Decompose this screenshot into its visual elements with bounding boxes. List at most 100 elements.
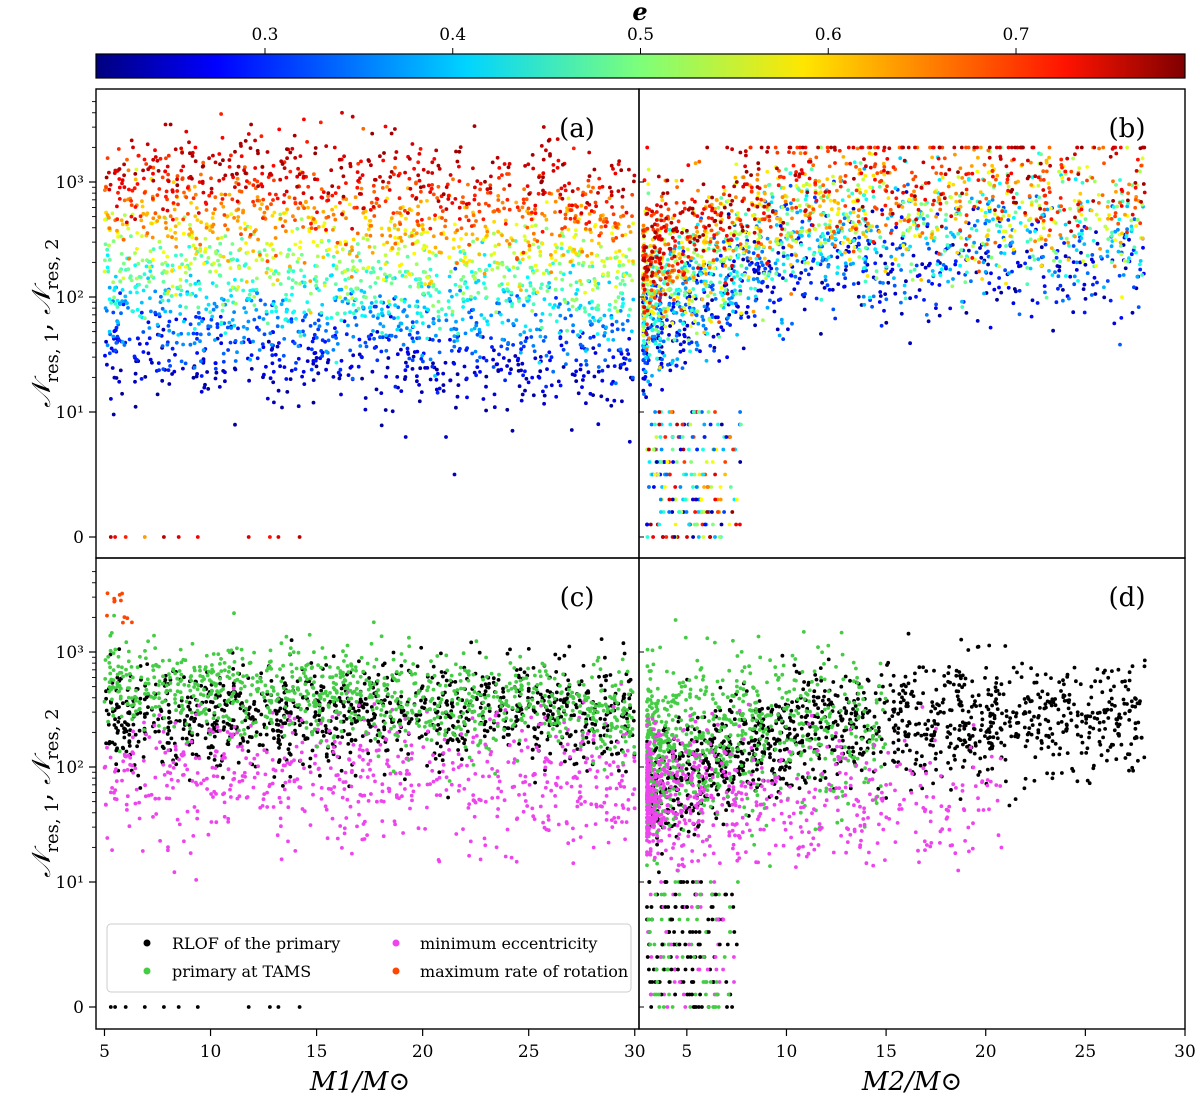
scatter-point-b [646, 191, 651, 196]
scatter-point-b [883, 261, 888, 266]
scatter-point-a [233, 359, 238, 363]
scatter-point-b [958, 199, 962, 204]
scatter-point-a [450, 294, 454, 299]
scatter-point-a [372, 336, 376, 341]
scatter-point-a [487, 203, 491, 208]
scatter-point-b [654, 210, 659, 214]
scatter-point-a [325, 316, 329, 321]
scatter-point-a [322, 283, 327, 288]
scatter-point-b [815, 238, 820, 243]
scatter-point-b [986, 237, 990, 242]
scatter-point-b [841, 240, 845, 245]
scatter-point-a [509, 367, 513, 372]
scatter-point-a [474, 323, 479, 328]
scatter-point-a [197, 180, 202, 185]
scatter-point-a [112, 288, 117, 293]
scatter-point-a [133, 371, 138, 376]
scatter-point-b [842, 235, 847, 240]
scatter-point-a [527, 243, 532, 248]
scatter-point-b [986, 249, 990, 254]
scatter-point-b [769, 200, 774, 205]
scatter-point-b [645, 226, 650, 231]
scatter-point-a [530, 309, 534, 313]
scatter-point-b [671, 301, 676, 306]
scatter-point-a [420, 217, 424, 222]
scatter-point-a [372, 214, 377, 218]
scatter-point-b [800, 171, 805, 176]
scatter-point-a [275, 324, 280, 329]
scatter-point-a [228, 251, 233, 256]
scatter-point-a [567, 181, 571, 186]
scatter-point-a [607, 348, 612, 352]
scatter-point-b [932, 190, 937, 195]
scatter-point-a [288, 150, 293, 155]
scatter-point-b [960, 305, 965, 309]
scatter-point-b [931, 238, 936, 243]
scatter-point-b [660, 198, 665, 203]
scatter-point-b [807, 228, 812, 233]
scatter-point-a [615, 276, 619, 280]
scatter-point-b [701, 287, 706, 292]
scatter-point-b [907, 197, 912, 202]
scatter-point-a [249, 353, 254, 357]
scatter-point-a [109, 397, 113, 401]
scatter-point-b [955, 250, 960, 255]
scatter-point-b [855, 146, 860, 151]
scatter-point-a [350, 245, 354, 250]
scatter-point-b [1060, 175, 1065, 180]
scatter-point-a [516, 356, 521, 361]
scatter-point-a [590, 288, 595, 292]
scatter-point-b [1066, 240, 1070, 245]
scatter-point-a [551, 305, 556, 310]
scatter-point-a [408, 284, 412, 289]
scatter-point-b [1085, 178, 1089, 183]
scatter-point-b [871, 189, 876, 194]
scatter-point-a [355, 231, 360, 236]
scatter-point-a [225, 214, 230, 219]
scatter-point-a [431, 320, 436, 325]
scatter-point-a [473, 271, 478, 275]
scatter-point-a [571, 146, 576, 151]
scatter-point-b [1041, 226, 1046, 231]
scatter-point-a [347, 252, 352, 256]
scatter-point-a [175, 285, 180, 290]
scatter-point-b [719, 286, 724, 290]
scatter-point-a [576, 391, 581, 396]
scatter-point-b [659, 322, 664, 327]
scatter-point-b [884, 223, 888, 228]
scatter-point-b [647, 353, 652, 357]
scatter-point-a [343, 311, 347, 316]
scatter-point-b [1017, 312, 1022, 317]
scatter-point-a [437, 318, 441, 323]
scatter-point-a [129, 278, 134, 283]
scatter-point-a [531, 291, 536, 295]
scatter-point-a [213, 249, 218, 254]
scatter-point-b [1001, 214, 1006, 219]
scatter-point-b [773, 211, 778, 216]
scatter-point-b [1101, 145, 1106, 150]
scatter-point-a [233, 301, 238, 306]
scatter-point-b [1092, 179, 1097, 184]
scatter-point-a [195, 372, 200, 376]
scatter-point-b [985, 233, 990, 238]
scatter-point-a [309, 291, 313, 296]
scatter-point-a [478, 370, 482, 374]
scatter-point-a [193, 159, 198, 164]
scatter-point-a [271, 247, 275, 252]
scatter-point-b [734, 162, 739, 167]
scatter-point-a [375, 358, 380, 363]
scatter-point-b [1001, 229, 1006, 234]
scatter-point-a [271, 369, 276, 374]
scatter-point-a [396, 227, 401, 232]
scatter-point-b [741, 346, 746, 351]
scatter-point-a [389, 333, 394, 338]
scatter-point-a [238, 247, 243, 251]
scatter-point-b [725, 355, 729, 360]
scatter-point-b [1130, 310, 1135, 315]
scatter-point-a [168, 228, 173, 232]
scatter-point-a [287, 195, 292, 200]
scatter-point-a [219, 201, 224, 206]
scatter-point-b [994, 177, 998, 182]
scatter-point-a [584, 222, 589, 226]
scatter-point-b [704, 272, 709, 276]
